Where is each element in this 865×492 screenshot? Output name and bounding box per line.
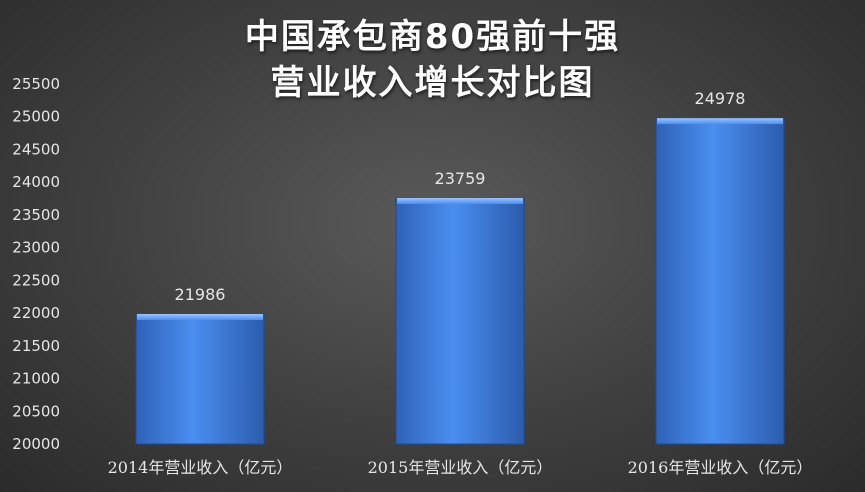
y-tick-label: 25000 bbox=[12, 108, 60, 126]
bar bbox=[395, 197, 525, 445]
bars: 21986 23759 24978 bbox=[135, 89, 785, 445]
bar bbox=[655, 117, 785, 445]
y-tick-label: 22000 bbox=[12, 304, 60, 322]
y-tick-label: 20500 bbox=[12, 402, 60, 420]
y-tick-label: 20000 bbox=[12, 435, 60, 453]
bar-highlight bbox=[137, 314, 263, 321]
bar-value-label: 21986 bbox=[175, 285, 226, 304]
x-category-label: 2016年营业收入（亿元） bbox=[628, 458, 813, 477]
chart-title-line-1: 中国承包商80强前十强 bbox=[244, 17, 621, 57]
chart-title-line-2: 营业收入增长对比图 bbox=[270, 63, 595, 103]
bar-highlight bbox=[397, 197, 523, 204]
bar-value-label: 23759 bbox=[435, 169, 486, 188]
y-tick-label: 24500 bbox=[12, 140, 60, 158]
x-category-label: 2014年营业收入（亿元） bbox=[108, 458, 293, 477]
x-category-label: 2015年营业收入（亿元） bbox=[368, 458, 553, 477]
x-axis: 2014年营业收入（亿元） 2015年营业收入（亿元） 2016年营业收入（亿元） bbox=[108, 458, 813, 477]
y-tick-label: 25500 bbox=[12, 75, 60, 93]
y-tick-label: 21500 bbox=[12, 337, 60, 355]
y-axis: 20000 20500 21000 21500 22000 22500 23000 23500… bbox=[12, 75, 60, 453]
chart-title: 中国承包商80强前十强 营业收入增长对比图 bbox=[0, 14, 865, 106]
y-tick-label: 22500 bbox=[12, 271, 60, 289]
bar bbox=[135, 313, 265, 445]
y-tick-label: 23500 bbox=[12, 206, 60, 224]
y-tick-label: 21000 bbox=[12, 370, 60, 388]
bar-value-label: 24978 bbox=[695, 89, 746, 108]
bar-highlight bbox=[657, 118, 783, 125]
y-tick-label: 24000 bbox=[12, 173, 60, 191]
y-tick-label: 23000 bbox=[12, 239, 60, 257]
